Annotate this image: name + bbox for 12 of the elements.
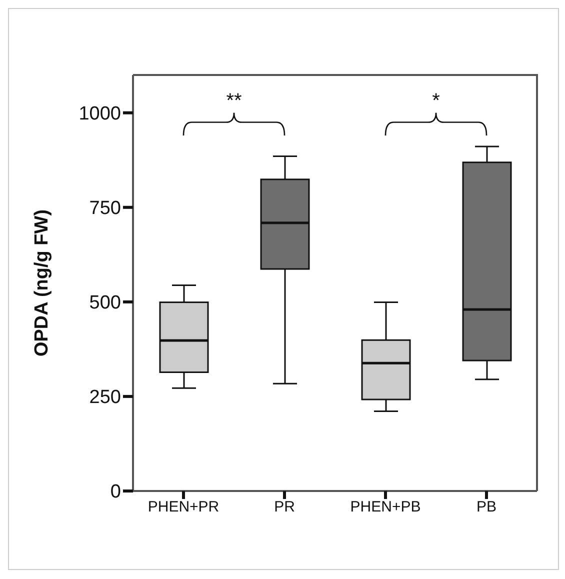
y-axis-title: OPDA (ng/g FW) — [32, 209, 53, 357]
y-tick-label: 500 — [89, 292, 121, 314]
x-tick-label: PHEN+PB — [350, 498, 421, 516]
y-tick-label: 750 — [89, 198, 121, 220]
annotation: ** — [226, 90, 242, 112]
y-tick-label: 250 — [89, 387, 121, 408]
y-tick-label: 1000 — [78, 104, 121, 125]
x-tick-label: PB — [476, 498, 497, 516]
x-tick-label: PR — [274, 498, 296, 516]
x-tick-label: PHEN+PR — [148, 498, 220, 516]
y-tick-label: 0 — [110, 482, 121, 503]
annotation: * — [432, 90, 440, 112]
